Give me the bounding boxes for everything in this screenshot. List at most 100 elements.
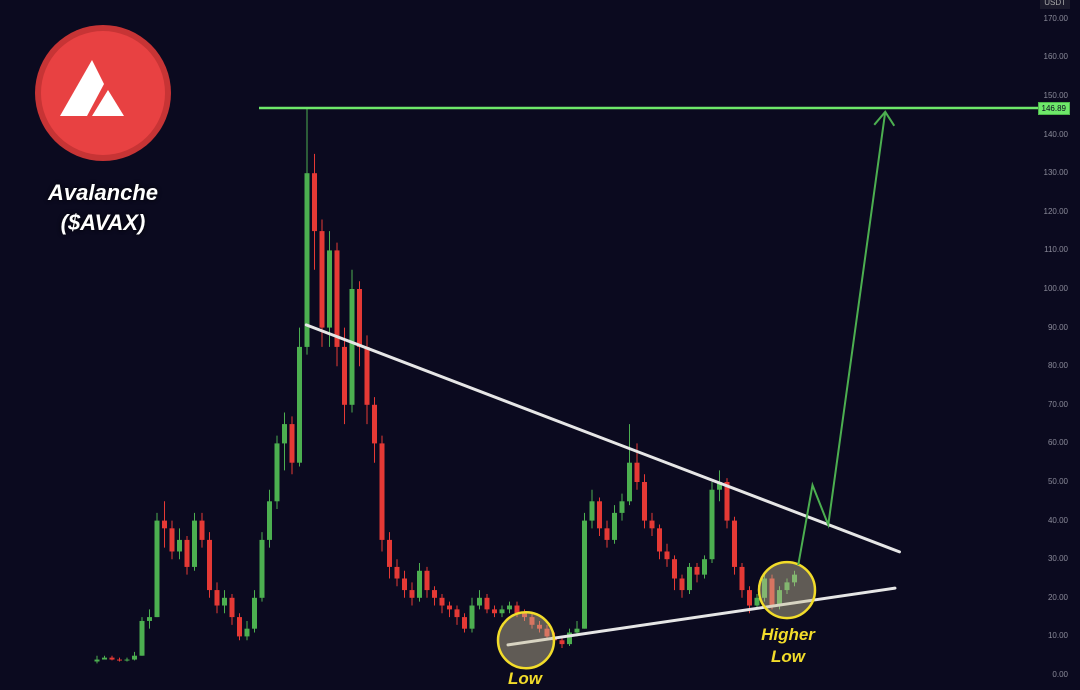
candle-body — [732, 520, 737, 567]
candle-body — [252, 597, 257, 629]
candle-body — [424, 570, 430, 591]
annotation-higher-low: Higher Low — [761, 625, 815, 666]
candle-body — [499, 609, 505, 614]
y-tick-label: 160.00 — [1043, 52, 1068, 62]
candle-body — [777, 590, 782, 606]
y-tick-label: 110.00 — [1044, 245, 1068, 255]
brand-ticker: ($AVAX) — [60, 210, 146, 235]
candle-body — [702, 559, 707, 575]
candle-body — [634, 462, 640, 482]
candle-body — [177, 539, 182, 552]
candle-body — [379, 443, 385, 540]
candle-body — [229, 597, 235, 618]
y-tick-label: 70.00 — [1047, 399, 1068, 409]
candle-body — [319, 231, 325, 328]
candle-body — [492, 609, 497, 614]
candle-body — [154, 520, 160, 618]
candle-body — [387, 539, 392, 567]
brand-name: Avalanche — [47, 180, 159, 205]
candle-body — [139, 620, 145, 656]
candle-body — [237, 617, 242, 637]
candle-body — [507, 605, 512, 610]
arrow-head-icon — [873, 110, 896, 127]
candle-body — [162, 520, 167, 529]
candle-body — [222, 597, 227, 606]
candle-body — [522, 613, 527, 618]
candle-body — [327, 250, 332, 328]
logo-large-triangle — [60, 60, 104, 116]
candle-body — [657, 528, 662, 552]
candle-body — [117, 659, 122, 661]
ath-price-tag: 146.89 — [1037, 102, 1070, 115]
y-tick-label: 40.00 — [1047, 515, 1068, 525]
candle-body — [537, 624, 542, 629]
candle-body — [289, 424, 295, 463]
candle-body — [132, 655, 137, 660]
candle-body — [214, 590, 220, 606]
candle-body — [664, 551, 670, 560]
y-tick-label: 140.00 — [1043, 129, 1068, 139]
candle-body — [297, 346, 302, 463]
y-tick-label: 50.00 — [1047, 477, 1068, 486]
candle-body — [544, 628, 550, 637]
candle-body — [372, 404, 377, 444]
candle-body — [469, 605, 475, 629]
candle-body — [364, 346, 370, 405]
candle-body — [169, 528, 175, 552]
candle-body — [282, 424, 287, 444]
candle-body — [769, 578, 775, 606]
y-tick-label: 120.00 — [1043, 206, 1068, 216]
y-tick-label: 130.00 — [1043, 168, 1068, 178]
candle-body — [649, 520, 655, 529]
y-tick-label: 80.00 — [1047, 361, 1068, 371]
candle-body — [349, 289, 355, 405]
candle-body — [612, 512, 617, 540]
candle-body — [784, 582, 790, 591]
candle-body — [267, 501, 272, 540]
candle-body — [709, 489, 715, 560]
y-tick-label: 60.00 — [1047, 438, 1068, 448]
candle-body — [304, 173, 310, 347]
candle-body — [567, 632, 572, 645]
candle-body — [94, 659, 100, 662]
candle-body — [672, 559, 677, 579]
candle-body — [184, 539, 190, 567]
candle-body — [477, 597, 482, 606]
candle-body — [447, 605, 452, 610]
candle-body — [312, 173, 317, 232]
candle-body — [274, 443, 280, 502]
higher-low-circle — [757, 560, 817, 620]
y-tick-label: 30.00 — [1047, 554, 1068, 564]
candle-body — [754, 597, 760, 606]
candle-body — [124, 659, 130, 661]
candle-body — [417, 570, 422, 598]
y-tick-label: 100.00 — [1043, 284, 1068, 293]
candle-body — [244, 628, 250, 637]
candle-body — [432, 590, 437, 598]
currency-label: USDT — [1040, 0, 1070, 9]
y-tick-label: 10.00 — [1047, 631, 1068, 641]
candle-body — [604, 528, 610, 540]
candle-body — [792, 574, 797, 583]
logo-small-triangle — [92, 90, 124, 116]
y-tick-label: 170.00 — [1043, 13, 1068, 23]
candle-body — [342, 346, 347, 405]
candle-body — [642, 482, 647, 521]
candle-body — [109, 657, 115, 660]
low-circle — [496, 611, 556, 670]
candle-body — [582, 520, 587, 629]
candle-body — [207, 539, 212, 591]
candle-body — [574, 628, 580, 633]
candle-body — [739, 566, 745, 591]
resistance-trendline — [304, 323, 901, 554]
candle-body — [619, 501, 625, 513]
candle-body — [334, 250, 340, 347]
candle-body — [762, 578, 767, 598]
candle-body — [687, 566, 692, 591]
candle-body — [559, 640, 565, 645]
candle-body — [747, 590, 752, 606]
candle-body — [462, 617, 467, 629]
avalanche-logo-icon — [41, 31, 165, 155]
candle-body — [529, 617, 535, 625]
candle-body — [679, 578, 685, 591]
